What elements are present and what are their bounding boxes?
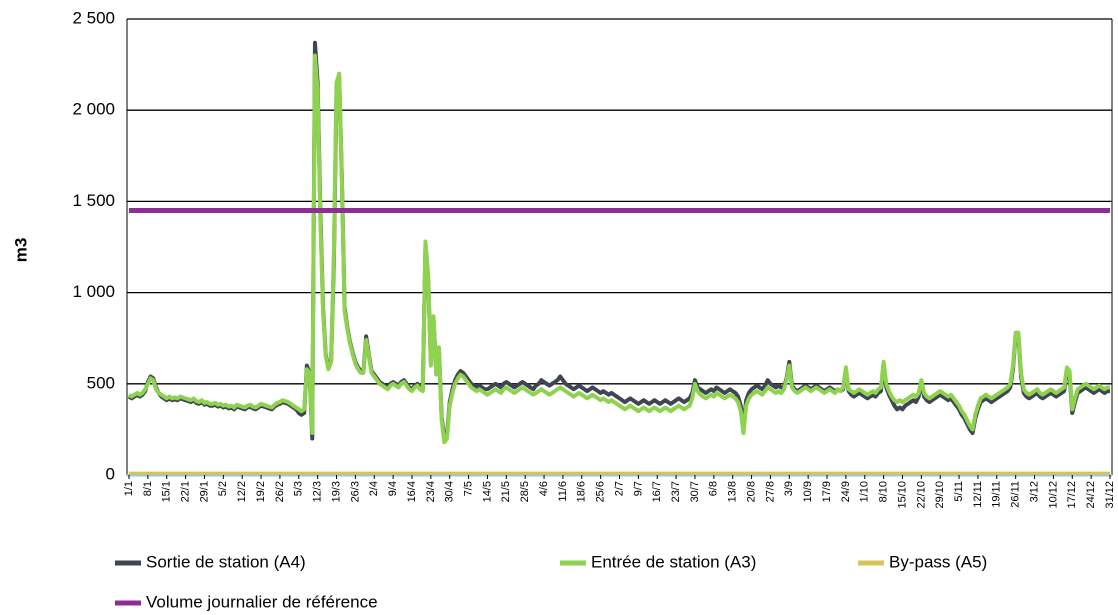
x-tick-label: 9/7: [632, 481, 644, 496]
x-tick-label: 29/1: [198, 481, 210, 502]
series-line: [127, 40, 1110, 441]
x-tick-label: 13/8: [727, 481, 739, 502]
x-tick-label: 2/7: [613, 481, 625, 496]
x-tick-label: 8/10: [878, 481, 890, 502]
x-tick-label: 19/11: [991, 481, 1003, 508]
x-tick-label: 24/12: [1085, 481, 1097, 509]
legend-label: Sortie de station (A4): [146, 552, 306, 571]
x-tick-label: 19/2: [255, 481, 267, 502]
legend-label: Entrée de station (A3): [591, 552, 756, 571]
x-tick-label: 16/4: [406, 481, 418, 502]
x-tick-label: 24/9: [840, 481, 852, 502]
x-tick-label: 8/1: [142, 481, 154, 496]
x-tick-label: 3/12: [1028, 481, 1040, 502]
legend-label: Volume journalier de référence: [146, 592, 378, 611]
x-tick-label: 9/4: [387, 481, 399, 496]
series-line: [127, 53, 1110, 445]
x-tick-label: 19/3: [330, 481, 342, 502]
x-tick-label: 16/7: [651, 481, 663, 502]
x-tick-label: 27/8: [764, 481, 776, 502]
x-tick-label: 5/2: [217, 481, 229, 496]
x-tick-label: 2/4: [368, 481, 380, 496]
y-tick-label: 2 500: [72, 8, 115, 27]
x-tick-label: 23/4: [425, 481, 437, 502]
x-tick-label: 21/5: [500, 481, 512, 502]
x-tick-label: 10/12: [1047, 481, 1059, 509]
y-tick-label: 1 500: [72, 191, 115, 210]
y-tick-label: 500: [87, 373, 115, 392]
x-tick-label: 15/1: [161, 481, 173, 502]
x-tick-label: 25/6: [595, 481, 607, 502]
x-tick-label: 4/6: [538, 481, 550, 496]
x-tick-label: 12/11: [972, 481, 984, 508]
x-tick-label: 3/9: [783, 481, 795, 496]
legend-label: By-pass (A5): [889, 552, 987, 571]
x-tick-label: 26/3: [349, 481, 361, 502]
x-tick-label: 26/2: [274, 481, 286, 502]
x-tick-label: 14/5: [481, 481, 493, 502]
y-axis-label: m3: [11, 238, 30, 263]
x-tick-label: 29/10: [934, 481, 946, 509]
x-tick-label: 11/6: [557, 481, 569, 502]
x-tick-label: 15/10: [896, 481, 908, 509]
x-tick-label: 31/12: [1104, 481, 1116, 509]
x-tick-label: 5/3: [293, 481, 305, 496]
x-tick-label: 30/7: [689, 481, 701, 502]
x-tick-label: 17/12: [1066, 481, 1078, 509]
x-tick-label: 30/4: [444, 481, 456, 502]
x-tick-label: 12/3: [312, 481, 324, 502]
x-tick-label: 7/5: [462, 481, 474, 496]
y-tick-label: 2 000: [72, 100, 115, 119]
x-tick-label: 22/10: [915, 481, 927, 509]
x-tick-label: 1/1: [123, 481, 135, 496]
x-tick-label: 20/8: [745, 481, 757, 502]
x-tick-label: 18/6: [576, 481, 588, 502]
x-tick-label: 22/1: [180, 481, 192, 502]
x-tick-label: 23/7: [670, 481, 682, 502]
y-tick-label: 1 000: [72, 282, 115, 301]
x-tick-label: 1/10: [859, 481, 871, 502]
x-tick-label: 5/11: [953, 481, 965, 502]
y-tick-label: 0: [106, 464, 115, 483]
x-tick-label: 28/5: [519, 481, 531, 502]
x-tick-label: 17/9: [821, 481, 833, 502]
x-tick-label: 6/8: [708, 481, 720, 496]
x-tick-label: 12/2: [236, 481, 248, 502]
x-tick-label: 10/9: [802, 481, 814, 502]
x-tick-label: 26/11: [1010, 481, 1022, 508]
